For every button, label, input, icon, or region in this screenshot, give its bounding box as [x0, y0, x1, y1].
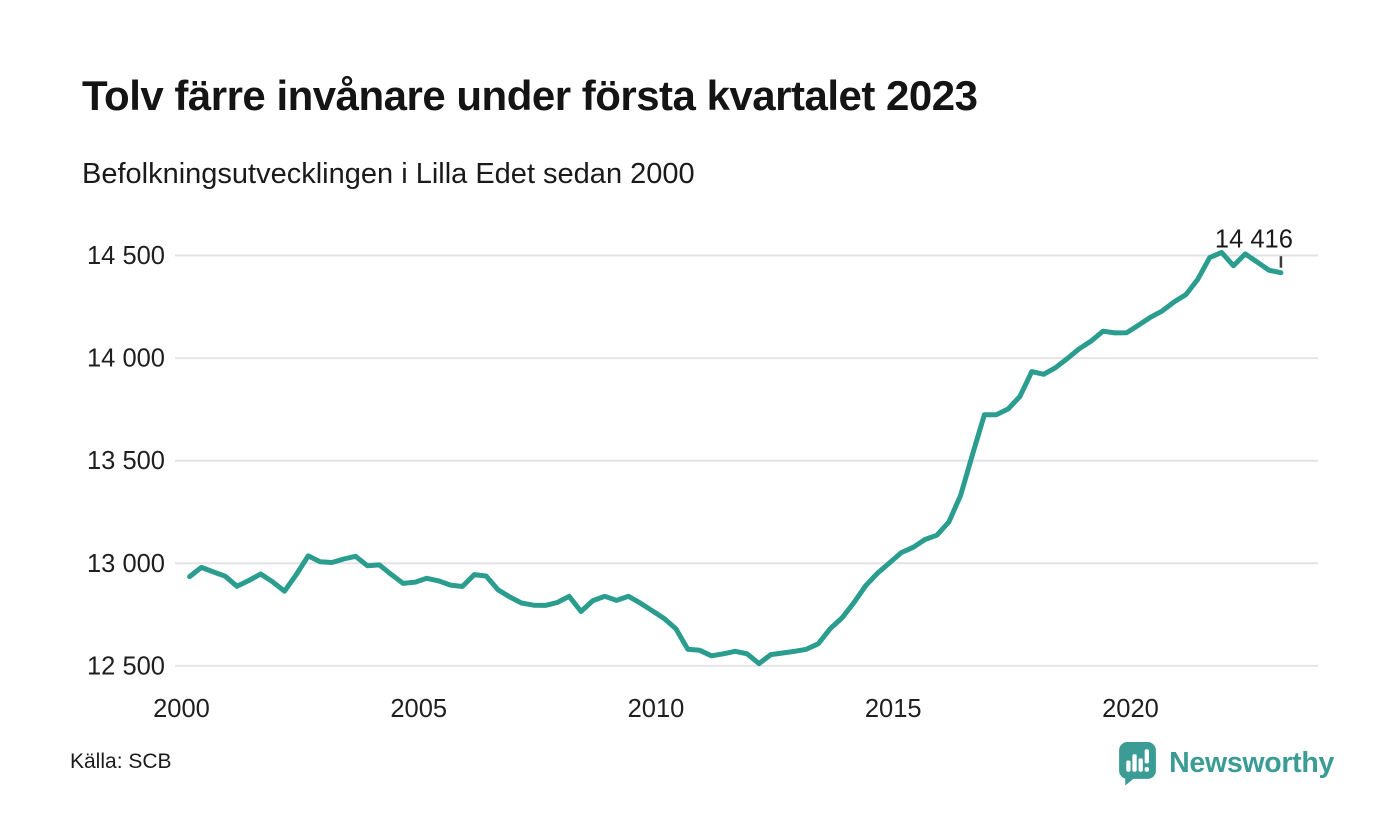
- population-line: [187, 249, 1284, 667]
- y-axis-label: 12 500: [87, 652, 165, 680]
- y-axis-label: 14 000: [87, 345, 165, 373]
- y-axis-label: 14 500: [87, 242, 165, 270]
- latest-value-label: 14 416: [1215, 226, 1293, 254]
- page-title: Tolv färre invånare under första kvartal…: [82, 72, 978, 119]
- x-axis-label: 2020: [1102, 695, 1159, 723]
- source-note: Källa: SCB: [70, 750, 172, 773]
- bar-chart-glyph: [1126, 749, 1150, 772]
- speech-bubble-shape: [1119, 742, 1157, 786]
- x-axis-label: 2015: [865, 695, 922, 723]
- page-subtitle: Befolkningsutvecklingen i Lilla Edet sed…: [82, 158, 695, 190]
- x-axis-label: 2010: [628, 695, 685, 723]
- x-axis-label: 2005: [390, 695, 447, 723]
- y-axis-label: 13 000: [87, 550, 165, 578]
- population-line-chart: 12 500 13 000 13 500 14 000 14 500 2000 2005 20…: [87, 226, 1318, 723]
- y-axis-label: 13 500: [87, 447, 165, 475]
- newsworthy-wordmark: Newsworthy: [1169, 746, 1334, 779]
- newsworthy-icon: [1119, 742, 1157, 786]
- x-axis-label: 2000: [153, 695, 210, 723]
- newsworthy-logo: Newsworthy: [1117, 740, 1334, 786]
